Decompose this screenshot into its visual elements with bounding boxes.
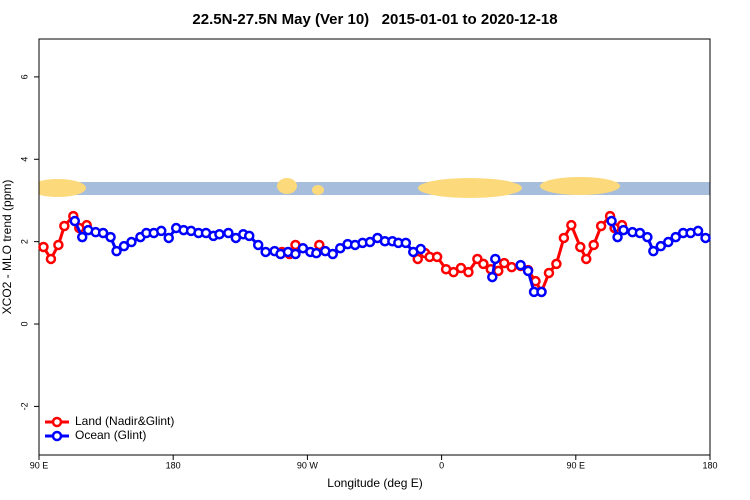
point <box>118 240 130 252</box>
point <box>506 261 517 273</box>
point <box>487 271 498 283</box>
point <box>38 241 49 253</box>
point <box>400 237 412 249</box>
point <box>618 224 629 236</box>
y-tick-label: 4 <box>19 157 29 162</box>
point <box>642 231 653 243</box>
y-tick-label: 0 <box>19 322 29 327</box>
point <box>252 239 264 251</box>
point <box>580 253 592 265</box>
point <box>536 286 547 298</box>
x-tick-label: 180 <box>166 460 181 470</box>
y-tick-label: 2 <box>19 239 29 244</box>
plot-frame <box>38 38 711 456</box>
point <box>97 227 109 239</box>
point <box>364 236 376 248</box>
point <box>53 239 64 251</box>
chart-title: 22.5N-27.5N May (Ver 10) 2015-01-01 to 2… <box>192 11 557 28</box>
point <box>662 236 674 248</box>
y-tick-label: 6 <box>19 74 29 79</box>
x-tick-label: 180 <box>702 460 717 470</box>
point <box>655 240 667 252</box>
point <box>45 253 57 265</box>
legend-marker <box>51 430 63 442</box>
x-tick-label: 90 W <box>297 460 319 470</box>
point <box>670 231 681 243</box>
point <box>111 245 122 257</box>
x-tick-label: 0 <box>439 460 444 470</box>
y-axis-label: XCO2 - MLO trend (ppm) <box>0 180 14 315</box>
point <box>260 246 271 258</box>
point <box>448 266 459 278</box>
point <box>606 215 617 227</box>
point <box>415 243 426 255</box>
point <box>105 231 116 243</box>
x-axis-label: Longitude (deg E) <box>327 476 422 490</box>
point <box>243 230 255 242</box>
point <box>455 262 467 274</box>
map-strip <box>39 177 710 198</box>
point <box>595 220 607 232</box>
point <box>412 253 423 265</box>
point <box>498 257 510 269</box>
point <box>551 258 562 270</box>
point <box>290 248 301 260</box>
point <box>311 247 322 259</box>
point <box>327 248 338 260</box>
point <box>431 251 443 263</box>
point <box>558 232 570 244</box>
point <box>700 232 711 244</box>
point <box>126 236 137 248</box>
point <box>223 227 234 239</box>
point <box>334 242 346 254</box>
point <box>478 258 489 270</box>
point <box>634 227 646 239</box>
legend-marker <box>51 416 63 428</box>
point <box>156 225 167 237</box>
point <box>59 220 70 232</box>
point <box>648 245 659 257</box>
point <box>490 253 501 265</box>
point <box>163 232 174 244</box>
point <box>612 231 623 243</box>
x-tick-label: 90 E <box>567 460 586 470</box>
point <box>522 265 534 277</box>
y-tick-label: -2 <box>19 402 29 410</box>
point <box>566 219 577 231</box>
point <box>543 267 555 279</box>
point <box>515 259 526 271</box>
point <box>588 239 599 251</box>
point <box>69 215 81 227</box>
point <box>692 225 704 237</box>
x-tick-label: 90 E <box>30 460 49 470</box>
point <box>214 228 225 240</box>
legend-label: Ocean (Glint) <box>75 428 146 442</box>
point <box>575 241 586 253</box>
point <box>76 231 88 243</box>
point <box>463 266 474 278</box>
legend-label: Land (Nadir&Glint) <box>75 414 174 428</box>
